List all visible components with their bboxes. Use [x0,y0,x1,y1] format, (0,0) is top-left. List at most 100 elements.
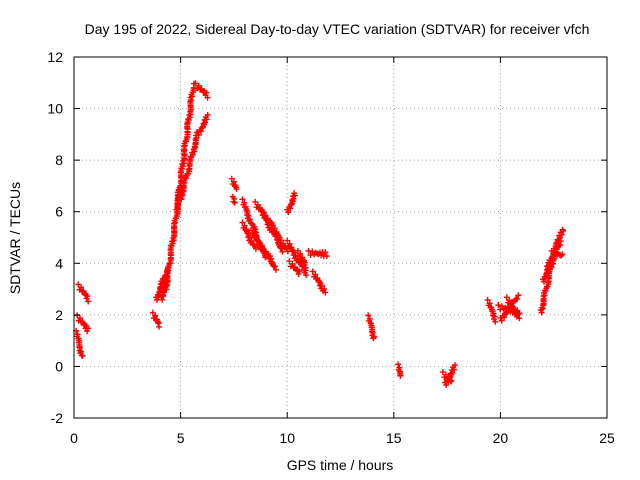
data-point [290,195,297,202]
data-point [246,216,253,223]
x-axis-ticks: 0 5 10 15 20 25 [70,57,615,446]
data-point [296,259,303,266]
data-point [284,237,291,244]
data-point [309,248,316,255]
data-point [269,222,276,229]
data-point [261,248,268,255]
data-point [286,240,293,247]
data-point [171,223,178,230]
data-point [159,296,166,303]
data-point [548,247,555,254]
y-axis-ticks: -2 0 2 4 6 8 10 12 [47,49,607,426]
data-point [202,119,209,126]
data-point [302,259,309,266]
data-point [515,311,522,318]
data-point [287,205,294,212]
data-point [559,251,566,258]
x-tick-label: 25 [599,430,615,446]
data-point [515,292,522,299]
data-point [79,352,86,359]
data-point [292,252,299,259]
data-point [257,241,264,248]
data-point [486,300,493,307]
data-point [302,264,309,271]
data-point [322,289,329,296]
x-tick-label: 0 [70,430,78,446]
data-point [189,151,196,158]
data-point [557,238,564,245]
data-point [557,242,564,249]
data-point [204,111,211,118]
data-point [448,377,455,384]
data-point [291,192,298,199]
data-point [76,315,83,322]
y-tick-label: -2 [51,410,64,426]
data-point [547,262,554,269]
data-point [193,134,200,141]
data-point [449,369,456,376]
chart-title: Day 195 of 2022, Sidereal Day-to-day VTE… [85,21,590,37]
data-point [264,252,271,259]
data-point [179,163,186,170]
y-tick-label: 2 [55,307,63,323]
data-point [241,222,248,229]
data-point [451,366,458,373]
data-point [495,302,502,309]
data-point [323,253,330,260]
data-point [231,199,238,206]
data-point [501,314,508,321]
data-point [452,362,459,369]
plot-frame [73,56,608,419]
data-point [321,285,328,292]
data-point [260,209,267,216]
data-point [514,296,521,303]
y-tick-label: 0 [55,358,63,374]
data-point [251,243,258,250]
data-point [203,89,210,96]
data-point [552,249,559,256]
data-point [557,234,564,241]
data-point [169,240,176,247]
data-point [272,266,279,273]
data-point [545,265,552,272]
y-tick-label: 12 [47,49,63,65]
data-point [285,209,292,216]
data-point [204,94,211,101]
gridlines [74,57,607,418]
data-point [85,298,92,305]
data-point [369,329,376,336]
data-point [484,296,491,303]
data-point [490,310,497,317]
data-point [173,209,180,216]
y-tick-label: 6 [55,204,63,220]
data-point [245,212,252,219]
x-tick-label: 20 [493,430,509,446]
data-point [75,281,82,288]
data-point [540,278,547,285]
data-point [286,258,293,265]
data-point [297,250,304,257]
data-point [560,227,567,234]
data-point [271,263,278,270]
data-point [266,253,273,260]
data-point [248,237,255,244]
data-point [506,297,513,304]
data-point [239,219,246,226]
x-tick-label: 15 [386,430,402,446]
data-point [491,313,498,320]
data-point [233,186,240,193]
data-point [371,333,378,340]
data-point [271,225,278,232]
data-point [289,260,296,267]
data-point [258,206,265,213]
data-point [197,128,204,135]
data-point [322,249,329,256]
data-point [538,309,545,316]
data-point [192,80,199,87]
data-point [498,303,505,310]
data-point [439,369,446,376]
data-point [397,372,404,379]
data-point [239,196,246,203]
data-point [259,244,266,251]
data-point [180,182,187,189]
